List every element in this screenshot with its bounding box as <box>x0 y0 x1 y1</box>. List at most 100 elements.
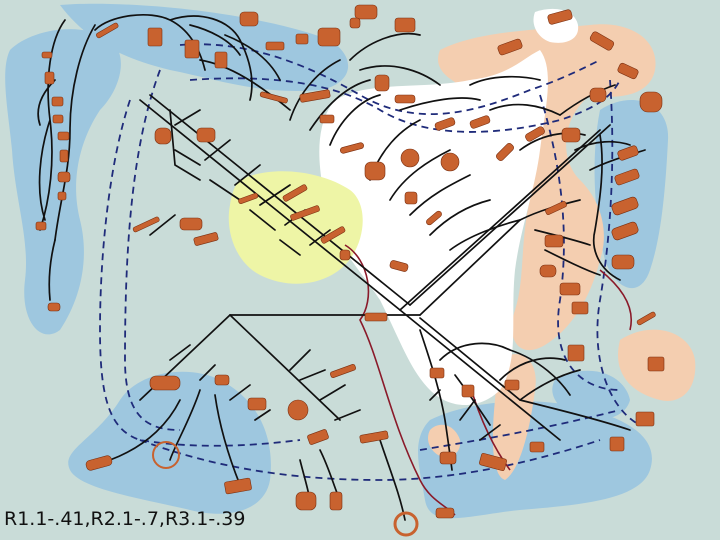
branch-top-3 <box>429 199 521 251</box>
shell-specimen-icon <box>525 126 545 142</box>
shell-specimen-icon <box>364 161 386 181</box>
figure-caption: R1.1-.41,R2.1-.7,R3.1-.39 <box>4 508 245 530</box>
branch-ll-7 <box>149 214 176 236</box>
shell-specimen-icon <box>497 38 523 56</box>
shell-specimen-icon <box>479 452 507 472</box>
shell-specimen-icon <box>154 127 172 145</box>
shell-specimen-icon <box>320 226 346 244</box>
branch-lc-4 <box>519 399 631 431</box>
branch-ul-7 <box>189 24 291 111</box>
shell-specimen-icon <box>339 249 351 261</box>
shell-specimen-icon <box>547 9 573 25</box>
dashed-path-layer <box>99 43 641 481</box>
tree-layer <box>37 14 646 521</box>
shell-specimen-icon <box>52 114 64 124</box>
shell-specimen-icon <box>647 356 665 372</box>
shell-specimen-icon <box>44 71 55 85</box>
shell-specimen-icon <box>329 491 343 511</box>
shell-specimen-icon <box>635 411 655 427</box>
shell-specimen-icon <box>617 62 639 80</box>
branch-lc-3 <box>429 389 501 441</box>
shell-specimen-icon <box>214 374 230 386</box>
shell-specimen-icon <box>196 127 216 143</box>
shell-specimen-icon <box>639 91 663 113</box>
shell-specimen-icon <box>559 282 581 296</box>
shell-specimen-icon <box>295 491 317 511</box>
shell-specimen-icon <box>184 39 200 59</box>
shell-specimen-icon <box>461 384 475 398</box>
shell-specimen-icon <box>636 311 656 326</box>
shell-specimen-icon <box>469 115 491 129</box>
shell-specimen-icon <box>429 367 445 379</box>
blue-region-right <box>594 100 669 289</box>
shell-specimen-icon <box>179 217 203 231</box>
shell-specimen-icon <box>435 507 455 519</box>
shell-specimen-icon <box>571 301 589 315</box>
shell-specimen-icon <box>47 302 61 312</box>
tree-trunk-7 <box>229 314 341 421</box>
shell-specimen-icon <box>394 94 416 104</box>
shell-specimen-icon <box>319 114 335 124</box>
tree-trunk-8 <box>419 219 521 316</box>
shell-specimen-icon <box>330 363 356 379</box>
shell-specimen-icon <box>561 127 581 143</box>
shell-specimen-icon <box>544 234 564 248</box>
shell-specimen-icon <box>567 344 585 362</box>
dashed-path-5 <box>539 94 621 391</box>
shell-specimen-icon <box>35 221 47 231</box>
shell-specimen-icon <box>364 312 388 322</box>
shell-specimen-icon <box>96 22 119 39</box>
shell-specimen-icon <box>340 142 364 154</box>
region-layer <box>5 3 696 519</box>
branch-ul-1 <box>174 109 331 246</box>
blue-region-top <box>60 3 349 91</box>
shell-specimen-icon <box>238 192 259 204</box>
peach-region-bottom <box>427 424 461 457</box>
shell-specimen-icon <box>282 184 308 202</box>
branch-ul-2 <box>174 149 301 256</box>
branch-ll-3 <box>289 349 361 421</box>
shell-specimen-icon <box>589 31 615 51</box>
shell-specimen-icon <box>149 375 181 391</box>
shell-specimen-icon <box>57 191 67 201</box>
shell-specimen-icon <box>529 441 545 453</box>
shell-specimen-icon <box>496 143 514 161</box>
shell-specimen-icon <box>539 264 557 278</box>
shell-specimen-icon <box>239 11 259 27</box>
shell-specimen-icon <box>354 4 378 20</box>
shell-specimen-icon <box>41 51 53 59</box>
dashed-path-6 <box>596 79 641 426</box>
shell-specimen-icon <box>147 27 163 47</box>
shell-specimen-icon <box>247 397 267 411</box>
branch-ll-1 <box>169 344 271 421</box>
shell-specimen-icon <box>400 148 420 168</box>
shell-specimen-icon <box>317 27 341 47</box>
shell-specimen-icon <box>57 131 70 141</box>
shell-specimen-icon <box>57 171 71 183</box>
shell-specimen-icon <box>214 51 228 69</box>
shell-specimen-icon <box>299 89 331 103</box>
shell-specimen-icon <box>51 96 64 107</box>
shell-specimen-icon <box>394 17 416 33</box>
branch-r-2 <box>592 134 621 281</box>
dashed-path-7 <box>139 439 601 481</box>
shell-specimen-icon <box>617 145 639 161</box>
branch-ll-2 <box>109 389 241 486</box>
branch-ul-5 <box>54 24 96 241</box>
shell-specimen-icon <box>434 117 456 131</box>
branch-ll-6 <box>169 109 201 181</box>
blue-region-bottomright2 <box>552 370 630 420</box>
tree-trunk-2 <box>149 94 411 306</box>
shell-specimen-icon <box>440 152 460 172</box>
shell-specimen-icon <box>404 191 418 205</box>
branch-ul-6 <box>48 239 56 301</box>
shell-specimen-icon <box>193 232 219 246</box>
specimen-layer <box>35 4 665 537</box>
dashed-path-8 <box>419 409 621 451</box>
shell-specimen-icon <box>132 216 160 233</box>
peach-region-topright <box>438 24 656 351</box>
tree-trunk-3 <box>399 129 601 311</box>
white-region-center <box>319 50 548 405</box>
